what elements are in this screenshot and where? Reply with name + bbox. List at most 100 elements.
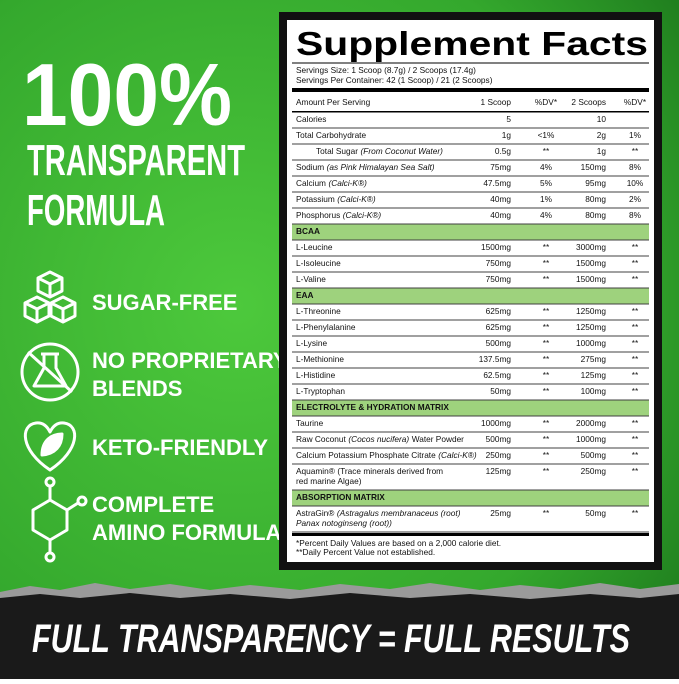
nutrient-name: Sodium (as Pink Himalayan Sea Salt) bbox=[296, 162, 435, 172]
amount-cell: ** bbox=[543, 418, 550, 428]
name-part: (as Pink Himalayan Sea Salt) bbox=[327, 162, 435, 172]
name-part: L-Leucine bbox=[296, 242, 333, 252]
amount-cell: 50mg bbox=[585, 508, 606, 518]
amount-cell: 3000mg bbox=[576, 242, 606, 252]
section-title: ABSORPTION MATRIX bbox=[296, 492, 385, 502]
amount-cell: ** bbox=[543, 146, 550, 156]
name-part: Panax notoginseng (root)) bbox=[296, 518, 392, 528]
amount-cell: ** bbox=[632, 258, 639, 268]
amount-cell: ** bbox=[632, 354, 639, 364]
feature-text: COMPLETE bbox=[92, 492, 214, 517]
name-part: Total Carbohydrate bbox=[296, 130, 366, 140]
amount-cell: 1g bbox=[502, 130, 512, 140]
name-part: Phosphorus bbox=[296, 210, 340, 220]
amount-cell: 95mg bbox=[585, 178, 606, 188]
amount-cell: 1250mg bbox=[576, 306, 606, 316]
column-header: %DV* bbox=[535, 97, 558, 107]
amount-cell: 50mg bbox=[490, 386, 511, 396]
amount-cell: 1% bbox=[629, 130, 642, 140]
cubes-icon bbox=[23, 270, 77, 324]
nutrient-name: Raw Coconut (Cocos nucifera) Water Powder bbox=[296, 434, 464, 444]
amount-cell: ** bbox=[632, 386, 639, 396]
name-part: Raw Coconut bbox=[296, 434, 347, 444]
nutrient-name: Aquamin® (Trace minerals derived from bbox=[296, 466, 443, 476]
feature-text: NO PROPRIETARY bbox=[92, 348, 288, 373]
name-part: (Astragalus membranaceus (root) bbox=[337, 508, 461, 518]
section-title: ELECTROLYTE & HYDRATION MATRIX bbox=[296, 402, 449, 412]
section-bar bbox=[292, 224, 649, 240]
banner-text: FULL TRANSPARENCY = FULL RESULTS bbox=[32, 617, 630, 661]
amount-cell: ** bbox=[632, 338, 639, 348]
amount-cell: ** bbox=[543, 508, 550, 518]
banner bbox=[0, 593, 679, 679]
amount-cell: ** bbox=[543, 274, 550, 284]
amount-cell: ** bbox=[632, 274, 639, 284]
amount-cell: ** bbox=[543, 322, 550, 332]
amount-cell: 5% bbox=[540, 178, 553, 188]
amount-cell: 40mg bbox=[490, 210, 511, 220]
amount-cell: ** bbox=[543, 258, 550, 268]
amount-cell: ** bbox=[632, 508, 639, 518]
amount-cell: 1000mg bbox=[576, 338, 606, 348]
amount-cell: 100mg bbox=[581, 386, 607, 396]
section-bar bbox=[292, 400, 649, 416]
amount-cell: 4% bbox=[540, 162, 553, 172]
nutrient-name: L-Isoleucine bbox=[296, 258, 341, 268]
label-title: Supplement Facts bbox=[296, 25, 648, 62]
amount-cell: 4% bbox=[540, 210, 553, 220]
amount-cell: ** bbox=[543, 306, 550, 316]
amount-cell: 0.5g bbox=[495, 146, 512, 156]
column-header: 2 Scoops bbox=[571, 97, 606, 107]
name-part: Aquamin® bbox=[296, 466, 335, 476]
name-part: Water Powder bbox=[412, 434, 464, 444]
name-part: Calories bbox=[296, 114, 326, 124]
nutrient-name: Taurine bbox=[296, 418, 324, 428]
amount-cell: ** bbox=[632, 322, 639, 332]
name-part: L-Histidine bbox=[296, 370, 336, 380]
amount-cell: ** bbox=[632, 146, 639, 156]
name-part: L-Valine bbox=[296, 274, 326, 284]
amount-cell: 125mg bbox=[486, 466, 512, 476]
amount-cell: ** bbox=[543, 370, 550, 380]
amount-cell: 40mg bbox=[490, 194, 511, 204]
amount-cell: 1g bbox=[597, 146, 607, 156]
amount-cell: ** bbox=[632, 434, 639, 444]
amount-cell: 750mg bbox=[486, 258, 512, 268]
footnote: **Daily Percent Value not established. bbox=[296, 547, 435, 557]
amount-cell: 750mg bbox=[486, 274, 512, 284]
footnote: *Percent Daily Values are based on a 2,0… bbox=[296, 538, 501, 548]
amount-cell: ** bbox=[543, 386, 550, 396]
amount-cell: 75mg bbox=[490, 162, 511, 172]
amount-cell: 2% bbox=[629, 194, 642, 204]
facts-table: Servings Size: 1 Scoop (8.7g) / 2 Scoops… bbox=[292, 65, 649, 557]
name-part: (Calci-K®) bbox=[337, 194, 376, 204]
servings: Servings Size: 1 Scoop (8.7g) / 2 Scoops… bbox=[296, 65, 476, 75]
amount-cell: 2g bbox=[597, 130, 607, 140]
feature-text: AMINO FORMULA bbox=[92, 520, 282, 545]
nutrient-name: L-Tryptophan bbox=[296, 386, 345, 396]
amount-cell: 80mg bbox=[585, 210, 606, 220]
feature-text: SUGAR-FREE bbox=[92, 290, 237, 315]
amount-cell: ** bbox=[632, 242, 639, 252]
amount-cell: 1500mg bbox=[481, 242, 511, 252]
amount-cell: ** bbox=[543, 434, 550, 444]
servings: Servings Per Container: 42 (1 Scoop) / 2… bbox=[296, 75, 493, 85]
section-title: BCAA bbox=[296, 226, 320, 236]
name-part: (Calci-K®) bbox=[438, 450, 477, 460]
section-title: EAA bbox=[296, 290, 314, 300]
amount-cell: ** bbox=[543, 354, 550, 364]
name-part: L-Isoleucine bbox=[296, 258, 341, 268]
nutrient-name: Panax notoginseng (root)) bbox=[296, 518, 392, 528]
amount-cell: 8% bbox=[629, 162, 642, 172]
nutrient-name: L-Lysine bbox=[296, 338, 327, 348]
column-header: Amount Per Serving bbox=[296, 97, 371, 107]
nutrient-name: Total Carbohydrate bbox=[296, 130, 366, 140]
thick-rule bbox=[292, 88, 649, 92]
name-part: Calcium bbox=[296, 178, 326, 188]
amount-cell: 500mg bbox=[486, 338, 512, 348]
amount-cell: ** bbox=[632, 450, 639, 460]
nutrient-name: Phosphorus (Calci-K®) bbox=[296, 210, 381, 220]
headline-line: FORMULA bbox=[27, 186, 165, 235]
amount-cell: 1% bbox=[540, 194, 553, 204]
